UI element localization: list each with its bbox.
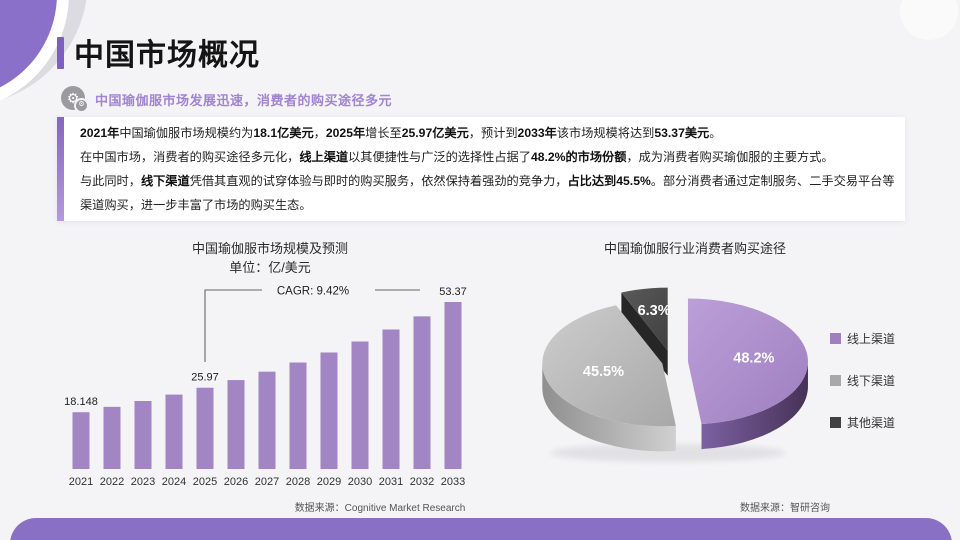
pie-slice-label: 48.2% xyxy=(733,351,774,367)
info-line: 渠道购买，进一步丰富了市场的购买生态。 xyxy=(80,198,312,212)
info-box: 2021年中国瑜伽服市场规模约为18.1亿美元，2025年增长至25.97亿美元… xyxy=(57,117,905,221)
bar-2022 xyxy=(103,406,121,469)
pie-chart-header: 中国瑜伽服行业消费者购买途径 xyxy=(530,239,860,258)
legend-item: 其他渠道 xyxy=(830,414,895,431)
market-size-bar-chart: 2021 2022 2023 2024 2025 2026 2027 2028 2029 2030… xyxy=(64,286,467,489)
bar-2030 xyxy=(351,341,369,469)
bar-2032 xyxy=(413,316,431,469)
page-title: 中国市场概况 xyxy=(74,39,260,72)
title-accent-bar xyxy=(57,37,64,69)
legend-label: 其他渠道 xyxy=(847,416,896,430)
x-tick-label: 2024 xyxy=(162,476,186,488)
bar-2025 xyxy=(196,387,214,469)
pie-slice-线下渠道 xyxy=(542,305,676,427)
bar-2033 xyxy=(444,302,462,469)
pie-chart-title: 中国瑜伽服行业消费者购买途径 xyxy=(603,241,786,256)
bar-chart-header: 中国瑜伽服市场规模及预测 单位：亿/美元 xyxy=(100,239,440,277)
pie-slice-label: 45.5% xyxy=(583,364,624,380)
legend-label: 线上渠道 xyxy=(847,332,896,346)
bar-2021 xyxy=(72,412,90,469)
bar-2028 xyxy=(289,362,307,469)
bar-value-label: 53.37 xyxy=(439,286,467,298)
footer-bar xyxy=(10,518,952,540)
x-tick-label: 2025 xyxy=(193,476,217,488)
bar-value-label: 25.97 xyxy=(191,372,219,384)
gear-icon: ⚙ ⚙ xyxy=(61,86,89,113)
pie-wall-线下渠道 xyxy=(542,363,676,452)
pie-slice-线上渠道 xyxy=(687,298,808,425)
bar-2023 xyxy=(134,401,152,469)
bar-2029 xyxy=(320,352,338,469)
x-tick-label: 2031 xyxy=(379,476,403,488)
small-gear-icon: ⚙ xyxy=(74,98,89,113)
bar-2026 xyxy=(227,380,245,469)
bar-chart-unit-label: 单位：亿/美元 xyxy=(229,260,311,275)
legend-swatch xyxy=(830,333,841,344)
pie-cutface-其他渠道 xyxy=(621,292,668,376)
x-tick-label: 2029 xyxy=(317,476,341,488)
page-subtitle: 中国瑜伽服市场发展迅速，消费者的购买途径多元 xyxy=(95,93,393,108)
x-tick-label: 2033 xyxy=(441,476,465,488)
x-tick-label: 2022 xyxy=(100,476,124,488)
legend-swatch xyxy=(830,417,841,428)
x-tick-label: 2028 xyxy=(286,476,310,488)
x-tick-label: 2027 xyxy=(255,476,279,488)
legend-swatch xyxy=(830,375,841,386)
bar-2031 xyxy=(382,329,400,469)
pie-slice-其他渠道 xyxy=(621,287,668,351)
info-line: 与此同时，线下渠道凭借其直观的试穿体验与即时的购买服务，依然保持着强劲的竞争力，… xyxy=(80,174,895,188)
bar-value-label: 18.148 xyxy=(64,396,98,408)
legend-item: 线下渠道 xyxy=(830,372,895,389)
bar-chart-title: 中国瑜伽服市场规模及预测 xyxy=(191,241,348,256)
pie-slice-label: 6.3% xyxy=(638,303,671,319)
x-tick-label: 2030 xyxy=(348,476,372,488)
legend-item: 线上渠道 xyxy=(830,330,895,347)
top-right-circle xyxy=(900,0,958,40)
bar-2024 xyxy=(165,394,183,469)
legend-label: 线下渠道 xyxy=(847,374,896,388)
cagr-annotation: CAGR: 9.42% xyxy=(277,286,349,298)
pie-wall-线上渠道 xyxy=(701,361,808,450)
x-tick-label: 2023 xyxy=(131,476,155,488)
bar-2027 xyxy=(258,371,276,469)
info-line: 在中国市场，消费者的购买途径多元化，线上渠道以其便捷性与广泛的选择性占据了48.… xyxy=(80,150,834,164)
pie-shadow xyxy=(550,444,786,462)
bar-chart-source: 数据来源：Cognitive Market Research xyxy=(294,503,466,514)
pie-chart-source: 数据来源：智研咨询 xyxy=(740,503,830,514)
x-tick-label: 2032 xyxy=(410,476,434,488)
cagr-bracket-line xyxy=(204,289,262,362)
x-tick-label: 2026 xyxy=(224,476,248,488)
info-line: 2021年中国瑜伽服市场规模约为18.1亿美元，2025年增长至25.97亿美元… xyxy=(80,126,722,140)
purchase-channel-pie-chart: 48.2% 45.5% 6.3% xyxy=(542,287,808,462)
x-tick-label: 2021 xyxy=(69,476,93,488)
pie-legend: 线上渠道线下渠道其他渠道 xyxy=(830,330,895,456)
